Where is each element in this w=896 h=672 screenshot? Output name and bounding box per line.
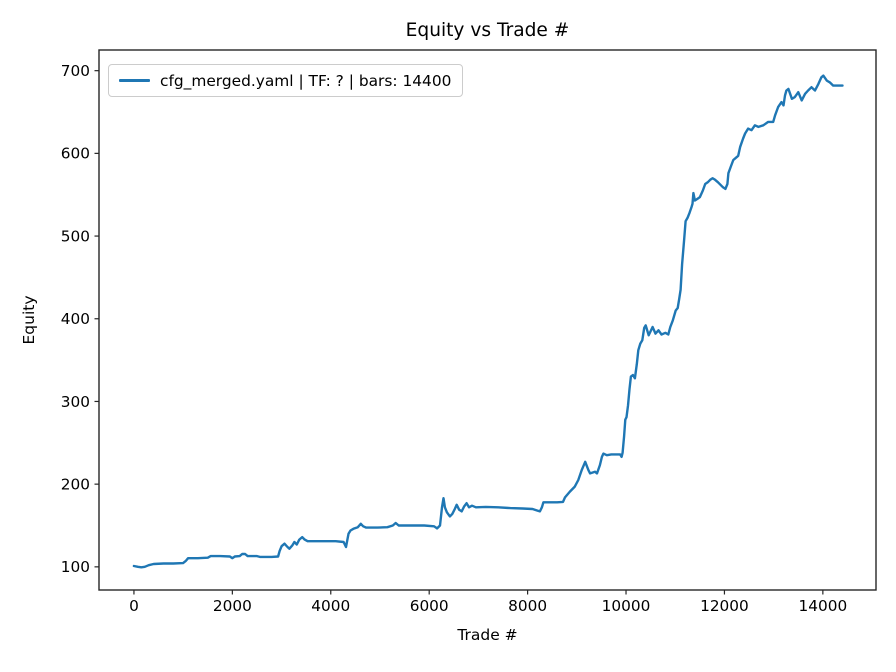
x-tick-label: 4000 (311, 597, 350, 615)
y-tick-label: 700 (61, 62, 90, 80)
y-axis-label: Equity (20, 295, 38, 345)
y-tick-label: 600 (61, 145, 90, 163)
x-axis-label: Trade # (457, 626, 518, 644)
y-tick-label: 300 (61, 393, 90, 411)
legend-label: cfg_merged.yaml | TF: ? | bars: 14400 (160, 71, 452, 90)
x-tick-label: 0 (129, 597, 139, 615)
y-tick-label: 400 (61, 310, 90, 328)
chart-title: Equity vs Trade # (405, 20, 570, 41)
x-tick-label: 12000 (700, 597, 749, 615)
y-tick-label: 100 (61, 558, 90, 576)
equity-curve (132, 74, 844, 569)
plot-border (98, 49, 877, 591)
x-tick-label: 8000 (508, 597, 547, 615)
legend: cfg_merged.yaml | TF: ? | bars: 14400 (108, 64, 464, 97)
y-tick-label: 500 (61, 227, 90, 245)
x-tick-label: 2000 (213, 597, 252, 615)
x-tick-label: 10000 (602, 597, 651, 615)
x-tick-label: 6000 (410, 597, 449, 615)
y-tick-label: 200 (61, 475, 90, 493)
x-tick-label: 14000 (799, 597, 848, 615)
legend-line-sample (119, 79, 150, 82)
